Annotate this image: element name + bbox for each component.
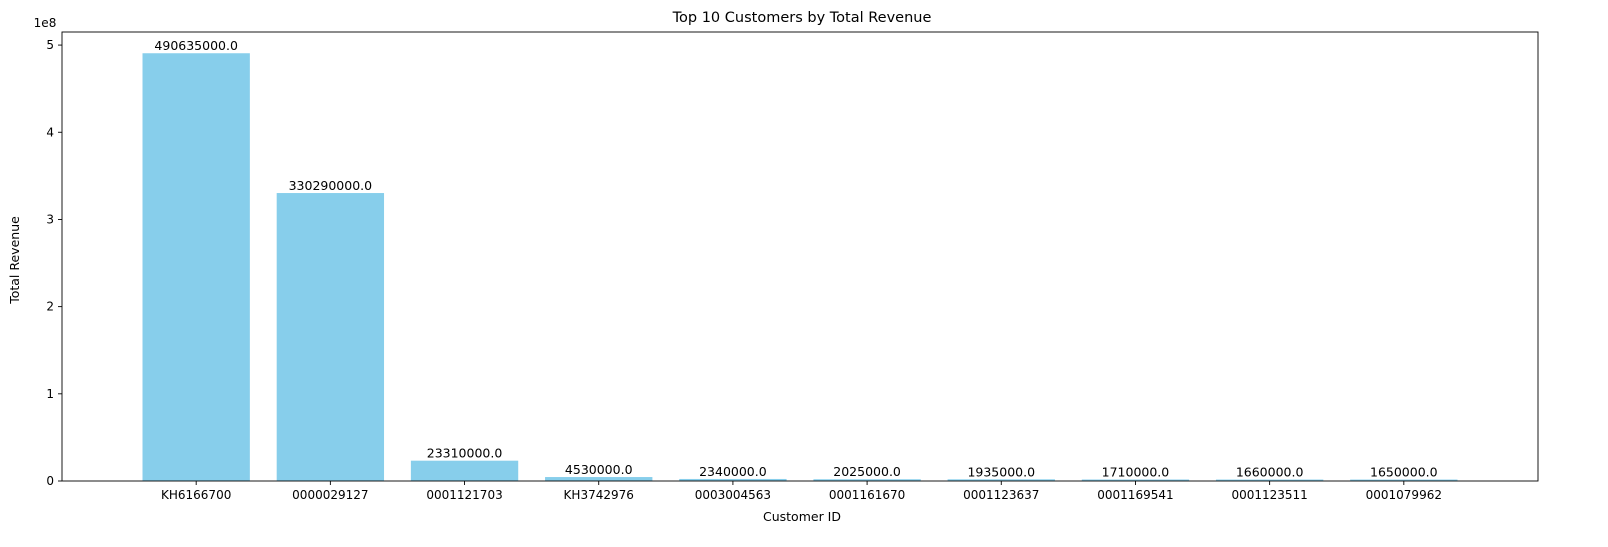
data-label-0000029127: 330290000.0 <box>289 178 373 193</box>
bar-0001169541 <box>1081 479 1190 481</box>
y-tick-label-4: 4 <box>46 125 54 139</box>
y-tick-label-3: 3 <box>46 212 54 226</box>
y-tick-label-1: 1 <box>46 387 54 401</box>
data-label-0001169541: 1710000.0 <box>1102 465 1170 480</box>
x-tick-label-0001161670: 0001161670 <box>829 488 905 502</box>
bar-KH6166700 <box>142 53 250 482</box>
x-tick-label-KH6166700: KH6166700 <box>161 488 231 502</box>
x-axis-ticks: KH6166700 0000029127 0001121703 KH3742976 00… <box>161 481 1442 502</box>
y-axis-ticks: 0 1 2 3 4 5 <box>46 38 62 488</box>
bar-0001161670 <box>813 479 921 481</box>
data-label-0001123511: 1660000.0 <box>1236 465 1304 480</box>
value-labels-group: 490635000.0 330290000.0 23310000.0 4530000.… <box>154 38 1437 479</box>
data-label-0001079962: 1650000.0 <box>1370 465 1438 480</box>
data-label-0003004563: 2340000.0 <box>699 464 767 479</box>
x-tick-label-0001121703: 0001121703 <box>426 488 502 502</box>
bar-0000029127 <box>276 193 385 481</box>
bar-0003004563 <box>679 478 787 481</box>
x-tick-label-0001169541: 0001169541 <box>1097 488 1173 502</box>
data-label-KH3742976: 4530000.0 <box>565 462 633 477</box>
x-tick-label-0000029127: 0000029127 <box>292 488 368 502</box>
data-label-0001123637: 1935000.0 <box>967 464 1035 479</box>
y-tick-label-2: 2 <box>46 300 54 314</box>
y-tick-label-5: 5 <box>46 38 54 52</box>
bar-KH3742976 <box>545 477 653 481</box>
bar-0001079962 <box>1350 479 1458 481</box>
data-label-0001121703: 23310000.0 <box>427 446 503 461</box>
y-axis-label: Total Revenue <box>7 216 22 305</box>
bar-0001123511 <box>1215 479 1324 481</box>
x-tick-label-0001123511: 0001123511 <box>1231 488 1307 502</box>
y-tick-label-0: 0 <box>46 474 54 488</box>
data-label-KH6166700: 490635000.0 <box>154 38 238 53</box>
x-tick-label-KH3742976: KH3742976 <box>564 488 634 502</box>
bars-group <box>142 53 1458 482</box>
data-label-0001161670: 2025000.0 <box>833 464 901 479</box>
bar-0001123637 <box>947 479 1055 481</box>
y-axis-offset-text: 1e8 <box>34 16 57 30</box>
x-tick-label-0001123637: 0001123637 <box>963 488 1039 502</box>
x-tick-label-0003004563: 0003004563 <box>695 488 771 502</box>
x-axis-label: Customer ID <box>763 509 841 524</box>
chart-title: Top 10 Customers by Total Revenue <box>672 10 932 26</box>
plot-frame <box>61 31 1539 482</box>
bar-0001121703 <box>410 460 519 481</box>
x-tick-label-0001079962: 0001079962 <box>1366 488 1442 502</box>
